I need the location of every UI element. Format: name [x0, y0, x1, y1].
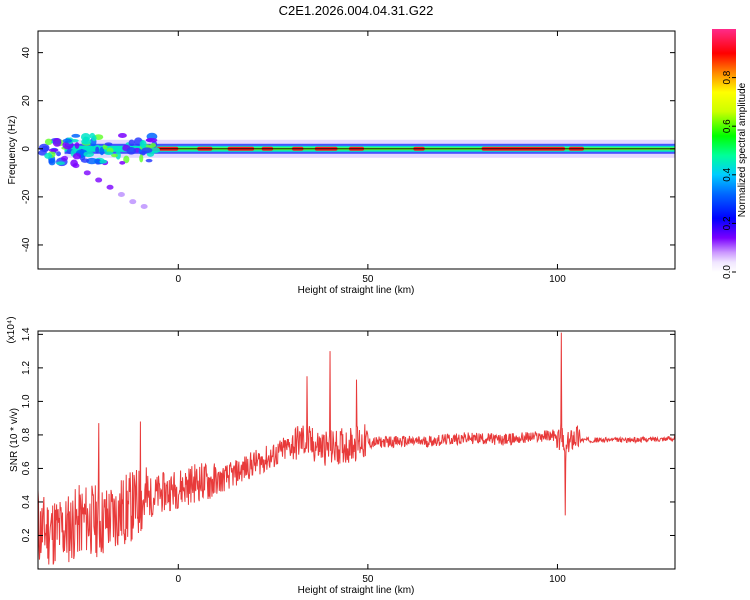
spectrogram-blob	[72, 153, 82, 160]
snr-xtick-label: 100	[549, 574, 566, 585]
spectrogram-xtick-label: 100	[549, 274, 566, 285]
tail-blob	[106, 184, 114, 190]
tail-blob	[61, 155, 69, 161]
snr-xtick-label: 0	[176, 574, 182, 585]
spectrogram-blob	[80, 158, 90, 163]
tail-blob	[83, 170, 91, 176]
tail-blob	[72, 163, 80, 169]
snr-xlabel: Height of straight line (km)	[298, 585, 415, 596]
colorbar-tick-label: 0.6	[722, 119, 733, 133]
spectrogram-blob	[139, 154, 144, 163]
spectrogram-blob	[99, 146, 105, 156]
figure-title: C2E1.2026.004.04.31.G22	[279, 3, 434, 18]
snr-series-line	[37, 332, 676, 565]
spectrogram-ytick-label: -40	[21, 237, 32, 252]
snr-ytick-label: 0.6	[21, 461, 32, 475]
spectrogram-xlabel: Height of straight line (km)	[298, 285, 415, 296]
spectrogram-blob	[128, 139, 135, 147]
spectrogram-blob	[82, 136, 89, 145]
spectrogram-blob	[95, 146, 100, 154]
snr-panel: 0 50 100 0.2 0.4 0.6 0.8 1.0 1.2 1.4 Height of st…	[6, 316, 676, 596]
snr-ticks: 0 50 100 0.2 0.4 0.6 0.8 1.0 1.2 1.4	[21, 327, 675, 585]
snr-ytick-label: 1.4	[21, 327, 32, 341]
spectrogram-blob	[119, 160, 126, 165]
spectrogram-blob	[126, 147, 137, 155]
colorbar: 0.0 0.2 0.4 0.6 0.8 Normalized spectral ampl…	[712, 29, 748, 279]
spectrogram-blob	[145, 158, 153, 163]
spectrogram-blob	[44, 138, 53, 145]
snr-ylabel: SNR (10 * v/v)	[9, 408, 20, 472]
spectrogram-frame	[37, 30, 676, 270]
colorbar-ticks: 0.0 0.2 0.4 0.6 0.8	[722, 70, 736, 279]
snr-ytick-label: 1.0	[21, 394, 32, 408]
spectrogram-xtick-label: 0	[176, 274, 182, 285]
spectrogram-blob	[104, 142, 113, 146]
spectrogram-ytick-label: 40	[21, 47, 32, 59]
spectrogram-blob	[44, 152, 53, 159]
spectrogram-blob	[85, 157, 98, 165]
snr-ytick-label: 0.4	[21, 495, 32, 509]
spectrogram-ytick-label: -20	[21, 189, 32, 204]
spectrogram-ytick-label: 20	[21, 95, 32, 107]
colorbar-gradient	[712, 29, 736, 272]
spectrogram-xtick-label: 50	[362, 274, 374, 285]
spectrogram-blob	[123, 155, 130, 164]
colorbar-tick-label: 0.8	[722, 70, 733, 84]
colorbar-tick-label: 0.2	[722, 216, 733, 230]
spectrogram-blob	[62, 138, 73, 143]
snr-xtick-label: 50	[362, 574, 374, 585]
snr-ytick-label: 1.2	[21, 360, 32, 374]
spectrogram-blob	[117, 132, 127, 138]
snr-ytick-label: 0.8	[21, 428, 32, 442]
spectrogram-blob	[115, 150, 121, 160]
snr-ytick-label: 0.2	[21, 528, 32, 542]
spectrogram-blob	[139, 140, 147, 148]
colorbar-tick-label: 0.4	[722, 167, 733, 181]
snr-scale-label: (x10⁴)	[6, 316, 17, 343]
spectrogram-heatmap	[38, 132, 676, 209]
spectrogram-blob	[83, 151, 94, 158]
spectrogram-blob	[99, 159, 108, 164]
colorbar-label: Normalized spectral amplitude	[737, 82, 748, 217]
spectrogram-blob	[71, 133, 81, 138]
spectrogram-blob	[52, 137, 62, 147]
spectrogram-blob	[74, 142, 80, 149]
spectrogram-panel: 0 50 100 -40 -20 0 20 40 Height of straight lin…	[7, 30, 676, 296]
spectrogram-ylabel: Frequency (Hz)	[7, 116, 18, 185]
spectrogram-ytick-label: 0	[21, 146, 32, 152]
tail-blob	[140, 203, 148, 209]
spectrogram-blob	[150, 143, 157, 148]
spectrogram-blob	[56, 161, 66, 165]
spectrogram-blob	[56, 151, 61, 157]
tail-blob	[117, 191, 125, 197]
colorbar-tick-label: 0.0	[722, 265, 733, 279]
spectrogram-blob	[104, 151, 114, 156]
snr-frame	[37, 330, 676, 570]
spectrogram-blob	[148, 146, 160, 154]
spectrogram-blob	[48, 148, 59, 152]
spectrogram-blob	[41, 145, 49, 153]
spectrogram-blob	[111, 153, 118, 158]
spectrogram-blob	[145, 137, 158, 143]
tail-blob	[129, 199, 137, 205]
spectrogram-blob	[91, 135, 97, 142]
spectrogram-ticks: 0 50 100 -40 -20 0 20 40	[21, 31, 675, 285]
tail-blob	[95, 177, 103, 183]
